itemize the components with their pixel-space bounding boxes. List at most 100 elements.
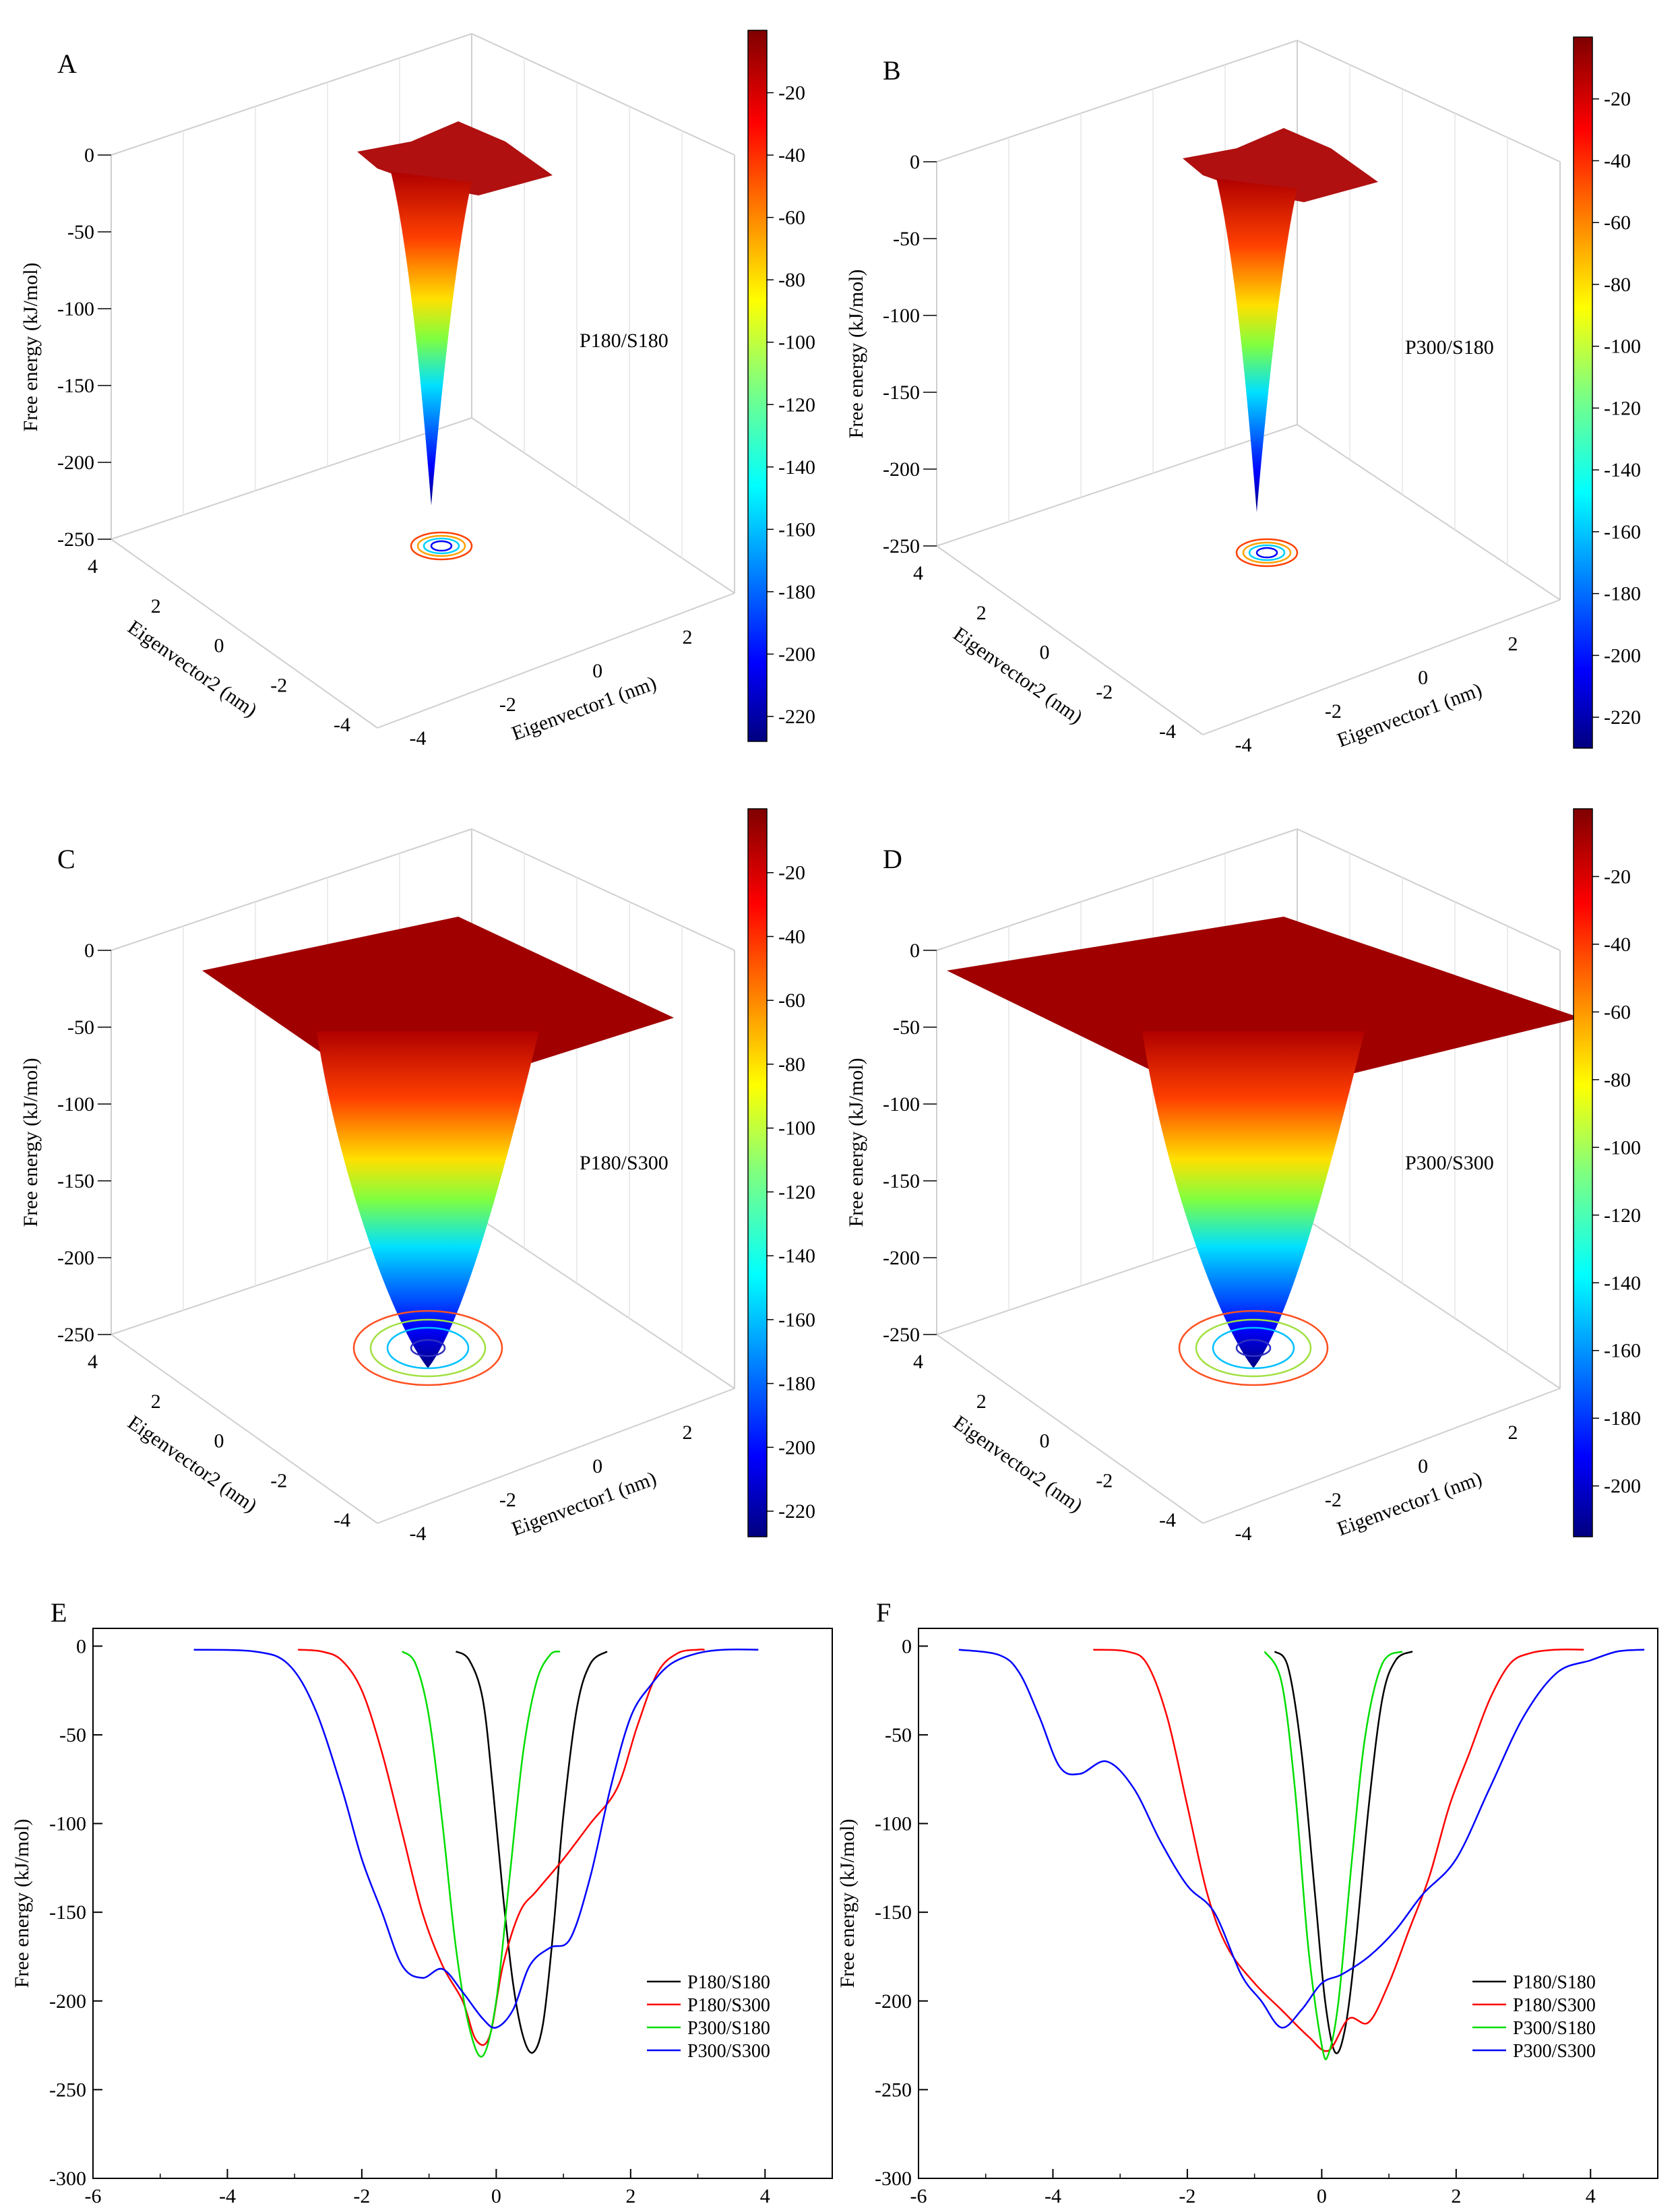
panel-letter: E xyxy=(51,1597,67,1628)
z-tick-label: -150 xyxy=(883,1170,920,1192)
y-tick-label: -50 xyxy=(59,1724,86,1746)
x-tick-label: -4 xyxy=(219,2185,236,2206)
colorbar-tick-label: -100 xyxy=(1604,1136,1641,1159)
x-tick-label: -2 xyxy=(499,1489,516,1511)
surface-funnel xyxy=(317,1031,539,1368)
box-edge-8 xyxy=(1202,1388,1561,1524)
colorbar-tick-label: -40 xyxy=(778,144,805,166)
x-tick-label: -2 xyxy=(499,694,516,716)
colorbar-tick-label: -80 xyxy=(778,1053,805,1076)
y-tick-label: -150 xyxy=(49,1901,86,1924)
y-tick-label: 4 xyxy=(88,1351,98,1373)
colorbar-tick-label: -20 xyxy=(1604,88,1631,111)
box-edge-5 xyxy=(936,424,1298,547)
x-tick-label: 0 xyxy=(491,2185,501,2206)
box-edge-8 xyxy=(377,592,735,729)
colorbar-tick-label: -220 xyxy=(778,1500,815,1523)
contour-ring-0 xyxy=(410,531,473,561)
colorbar-tick-label: -60 xyxy=(1604,1001,1631,1023)
y-tick-label: 2 xyxy=(976,1390,987,1413)
x-tick-label: -4 xyxy=(410,727,427,749)
series-line xyxy=(1093,1648,1584,2052)
z-axis-label: Free energy (kJ/mol) xyxy=(20,262,42,431)
y-tick-label: -150 xyxy=(875,1901,912,1924)
box-edge-6 xyxy=(1297,1213,1561,1389)
x-axis-label: Eigenvector1 (nm) xyxy=(1334,1467,1485,1540)
colorbar-tick-label: -220 xyxy=(1604,706,1641,729)
z-tick-label: -250 xyxy=(57,1324,94,1346)
y-tick-label: -2 xyxy=(1096,681,1113,703)
axis-box xyxy=(936,40,1561,735)
x-tick-label: 2 xyxy=(1508,633,1518,655)
z-tick-label: -100 xyxy=(883,1093,920,1115)
colorbar-tick-label: -160 xyxy=(1604,1340,1641,1362)
y-axis-label: Eigenvector2 (nm) xyxy=(950,623,1087,729)
z-tick-label: 0 xyxy=(84,144,94,166)
colorbar-tick-label: -120 xyxy=(1604,1204,1641,1227)
y-tick-label: -4 xyxy=(334,1509,350,1531)
contour-ring-3 xyxy=(1235,1339,1272,1357)
surface-funnel xyxy=(1142,1031,1365,1368)
colorbar-gradient xyxy=(1573,808,1593,1537)
contour-ring-2 xyxy=(423,537,460,555)
axis-box xyxy=(111,33,735,729)
y-tick-label: 2 xyxy=(976,602,987,624)
box-edge-2 xyxy=(471,33,735,156)
z-tick-label: -50 xyxy=(893,228,920,250)
series-label: P180/S180 xyxy=(580,330,668,352)
x-tick-label: -2 xyxy=(1179,2185,1195,2206)
colorbar-tick-label: -60 xyxy=(778,989,805,1012)
colorbar-tick-label: -140 xyxy=(778,1245,815,1267)
x-tick-label: -2 xyxy=(1325,1489,1342,1511)
contour-ring-0 xyxy=(1235,538,1299,568)
energy-surface xyxy=(202,917,674,1386)
colorbar-tick-label: -20 xyxy=(1604,865,1631,888)
legend-entry: P180/S300 xyxy=(1513,1995,1596,2016)
x-axis-label: Eigenvector1 (nm) xyxy=(1334,679,1485,752)
contour-ring-1 xyxy=(1242,541,1292,564)
surface-funnel xyxy=(391,172,472,505)
y-tick-label: 0 xyxy=(214,1430,224,1452)
box-edge-6 xyxy=(1297,424,1561,601)
contour-ring-2 xyxy=(1248,544,1286,561)
z-tick-label: -200 xyxy=(883,458,920,481)
contour-ring-1 xyxy=(369,1318,487,1378)
contour-ring-3 xyxy=(410,1339,446,1357)
energy-surface xyxy=(1183,128,1378,568)
colorbar-tick-label: -160 xyxy=(1604,521,1641,543)
z-tick-label: -50 xyxy=(67,1016,94,1039)
contour-ring-2 xyxy=(386,1326,470,1370)
z-axis-label: Free energy (kJ/mol) xyxy=(845,1058,867,1227)
series-line xyxy=(455,1651,608,2054)
box-edge-8 xyxy=(377,1388,735,1524)
colorbar-tick-label: -200 xyxy=(778,1436,815,1459)
z-tick-label: -150 xyxy=(883,381,920,404)
x-tick-label: 0 xyxy=(592,1455,602,1477)
x-tick-label: 2 xyxy=(625,2185,635,2206)
colorbar: -20 -40 -60 -80 -100 -120 -140 -160 -180 -200 -220 xyxy=(747,30,815,742)
colorbar-tick-label: -80 xyxy=(778,269,805,291)
colorbar-tick-label: -100 xyxy=(1604,336,1641,358)
y-tick-label: 0 xyxy=(1040,1430,1050,1452)
box-edge-5 xyxy=(111,417,472,540)
panel-letter: F xyxy=(876,1597,891,1628)
y-tick-label: 4 xyxy=(88,555,98,578)
series-line xyxy=(1264,1651,1403,2060)
y-axis-label: Eigenvector2 (nm) xyxy=(124,616,261,722)
y-tick-label: -300 xyxy=(875,2168,912,2190)
box-edge-6 xyxy=(471,417,735,594)
box-edge-2 xyxy=(1297,40,1561,162)
panel-letter: A xyxy=(57,49,77,79)
box-edge-6 xyxy=(471,1213,735,1389)
y-tick-label: -200 xyxy=(49,1990,86,2013)
colorbar-gradient xyxy=(1573,36,1593,749)
y-tick-label: -2 xyxy=(270,1469,287,1492)
x-tick-label: 2 xyxy=(683,1421,693,1444)
panel-f: F-6-4-20240-50-100-150-200-250-300Eigenv… xyxy=(836,1597,1658,2206)
colorbar-tick-label: -40 xyxy=(778,925,805,948)
y-axis-label: Eigenvector2 (nm) xyxy=(950,1411,1087,1517)
